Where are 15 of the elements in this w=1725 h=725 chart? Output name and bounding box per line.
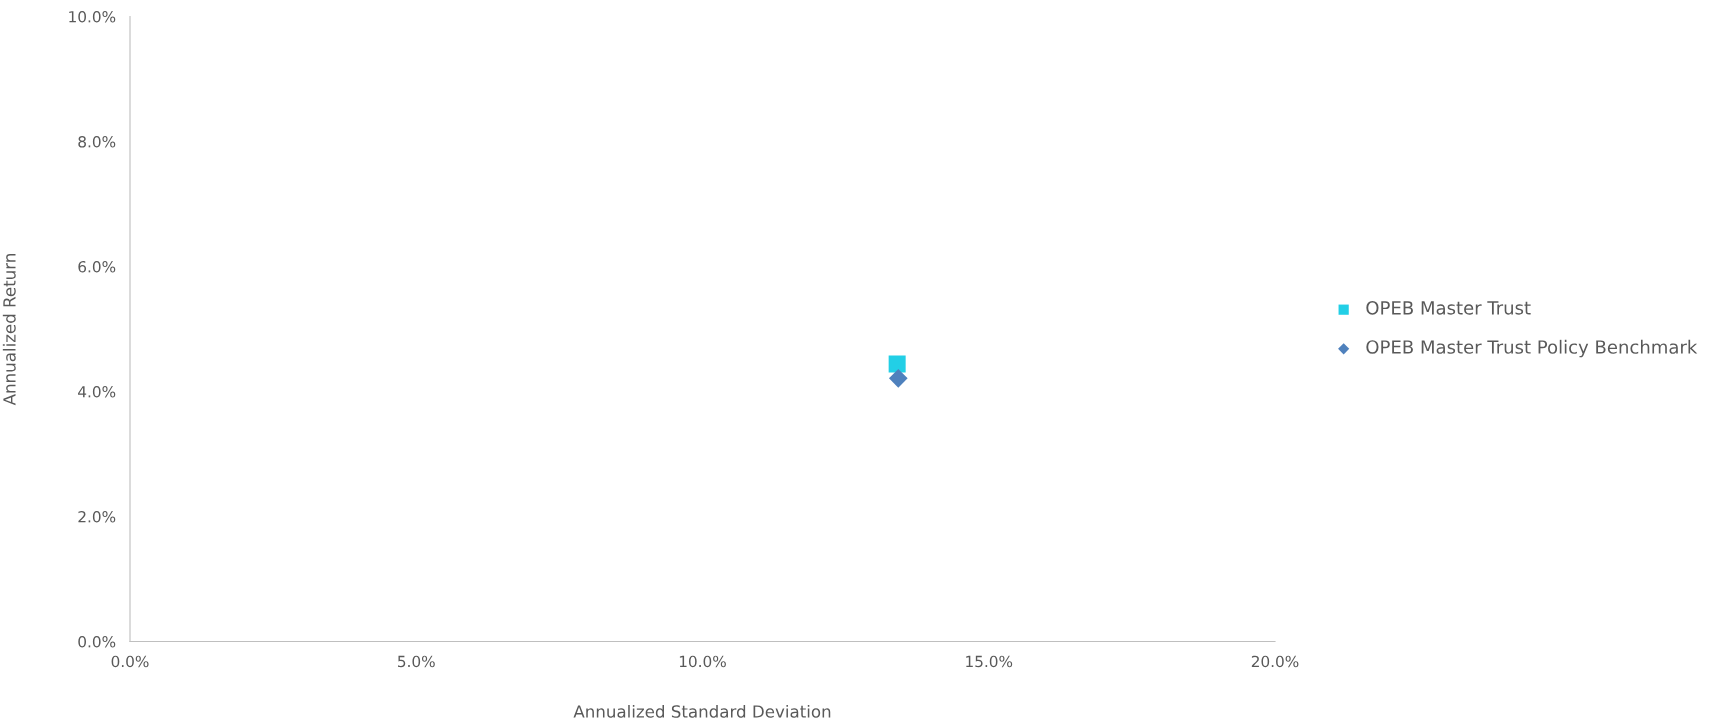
y-tick-label: 8.0% [78,135,116,148]
x-tick-label: 0.0% [111,655,149,668]
x-tick-label: 5.0% [398,655,435,668]
x-axis-title: Annualized Standard Deviation [573,704,831,718]
y-tick-label: 6.0% [78,260,116,273]
y-tick-label: 10.0% [69,10,116,23]
y-tick-label: 2.0% [78,510,116,523]
x-tick-label: 15.0% [966,655,1013,668]
x-tick-label: 10.0% [679,655,726,668]
y-tick-label: 0.0% [78,635,116,648]
y-axis-title: Annualized Return [2,254,16,406]
y-tick-label: 4.0% [78,385,116,398]
legend-label: OPEB Master Trust [1366,301,1531,315]
x-tick-label: 20.0% [1251,655,1299,668]
legend-label: OPEB Master Trust Policy Benchmark [1366,339,1698,358]
